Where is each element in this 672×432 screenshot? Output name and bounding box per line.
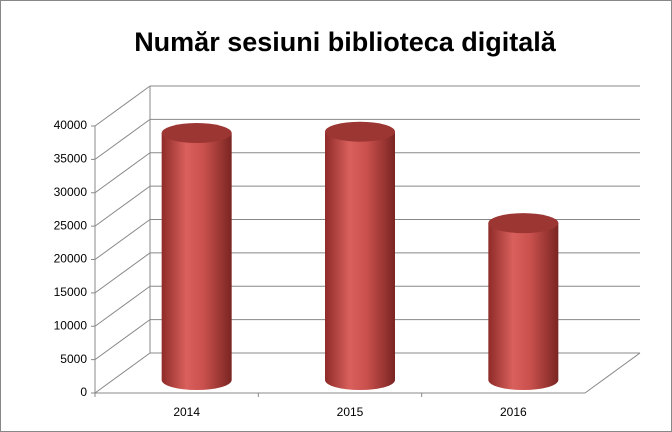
bar-top (161, 123, 232, 144)
grid-line (94, 352, 151, 394)
grid-line (94, 252, 151, 294)
bar-body (325, 131, 395, 390)
bar-body (161, 133, 232, 390)
y-tick-label: 20000 (54, 252, 88, 266)
grid-line (94, 85, 151, 127)
y-tick-label: 15000 (54, 285, 88, 299)
y-tick-label: 30000 (54, 185, 88, 199)
y-tick-label: 10000 (54, 318, 88, 332)
grid-line (94, 319, 151, 361)
x-tick-label: 2016 (500, 405, 527, 419)
y-tick-label: 5000 (60, 352, 87, 366)
x-tick-label: 2015 (337, 405, 364, 419)
chart-title: Număr sesiuni biblioteca digitală (134, 27, 557, 57)
bar-top (488, 213, 559, 234)
grid-line (94, 185, 151, 227)
grid-line (94, 219, 151, 260)
bar (488, 213, 559, 390)
floor-side (584, 352, 641, 394)
grid-line (94, 152, 151, 194)
y-tick-label: 25000 (54, 218, 88, 232)
x-tick-label: 2014 (173, 405, 200, 419)
bar-body (488, 223, 559, 390)
bar (325, 121, 395, 390)
grid-line (94, 285, 151, 327)
bar-top (325, 121, 395, 142)
y-tick-label: 0 (80, 385, 87, 399)
y-tick-label: 35000 (54, 152, 88, 166)
bar (161, 123, 232, 390)
grid-line (94, 118, 151, 160)
y-tick-label: 40000 (54, 118, 88, 132)
